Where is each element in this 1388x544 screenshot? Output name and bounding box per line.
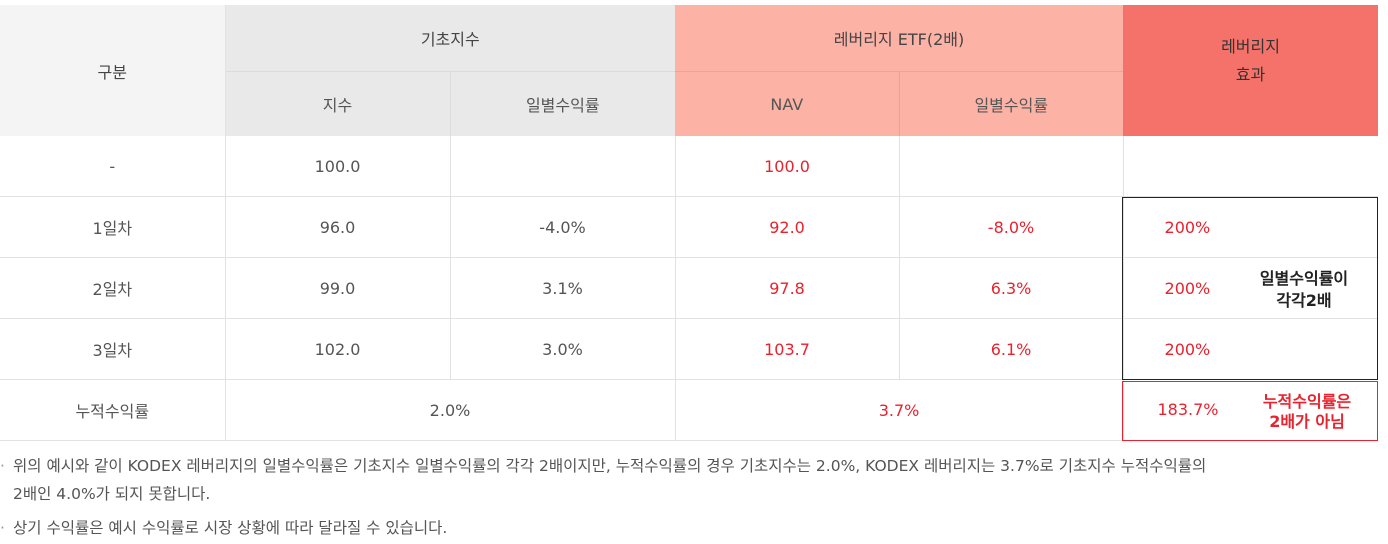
cumulative-etf: 3.7% — [675, 379, 1124, 441]
footnote-text-line1: 상기 수익률은 예시 수익률로 시장 상황에 따라 달라질 수 있습니다. — [13, 519, 448, 537]
header-index: 지수 — [225, 71, 451, 136]
header-row-1: 구분 기초지수 레버리지 ETF(2배) 레버리지 효과 — [0, 5, 1379, 136]
index-return — [450, 136, 676, 197]
bullet-icon: · — [0, 519, 5, 537]
row-label: 2일차 — [0, 257, 226, 319]
cumulative-effect-value: 183.7% — [1157, 400, 1219, 419]
effect-value: 200% — [1123, 257, 1379, 319]
header-base-daily-return: 일별수익률 — [450, 71, 676, 136]
table-row: - 100.0 100.0 — [0, 136, 1379, 197]
cumulative-label: 누적수익률 — [0, 379, 226, 441]
footnote-item: · 상기 수익률은 예시 수익률로 시장 상황에 따라 달라질 수 있습니다. — [0, 514, 1385, 542]
cumulative-effect-note-line1: 누적수익률은 — [1262, 392, 1352, 411]
daily-effect-note-line2: 각각2배 — [1276, 291, 1332, 310]
nav-value: 103.7 — [675, 318, 900, 380]
table-row: 1일차 96.0 -4.0% 92.0 -8.0% 200% — [0, 196, 1379, 258]
daily-effect-note: 일별수익률이 각각2배 — [1234, 268, 1374, 312]
footnote-text-line2: 2배인 4.0%가 되지 못합니다. — [13, 485, 211, 503]
nav-value: 97.8 — [675, 257, 900, 319]
header-gubun: 구분 — [0, 5, 226, 136]
row-label: 3일차 — [0, 318, 226, 380]
index-value: 100.0 — [225, 136, 451, 197]
bullet-icon: · — [0, 457, 5, 475]
header-base-index: 기초지수 — [225, 5, 676, 72]
table-row: 3일차 102.0 3.0% 103.7 6.1% 200% — [0, 318, 1379, 380]
index-return: 3.1% — [450, 257, 676, 319]
nav-value: 92.0 — [675, 196, 900, 258]
effect-value: 200% — [1123, 196, 1379, 258]
header-etf-daily-return: 일별수익률 — [899, 71, 1124, 136]
nav-return: 6.1% — [899, 318, 1124, 380]
cumulative-base: 2.0% — [225, 379, 676, 441]
cumulative-effect-note-line2: 2배가 아님 — [1269, 412, 1345, 431]
header-nav: NAV — [675, 71, 900, 136]
effect-value: 200% — [1123, 318, 1379, 380]
cumulative-row: 누적수익률 2.0% 3.7% — [0, 379, 1379, 441]
header-leverage-etf: 레버리지 ETF(2배) — [675, 5, 1124, 72]
index-return: -4.0% — [450, 196, 676, 258]
header-leverage-effect-line2: 효과 — [1235, 64, 1266, 84]
index-return: 3.0% — [450, 318, 676, 380]
header-row-2: 지수 일별수익률 NAV 일별수익률 — [0, 71, 1378, 136]
header-leverage-effect: 레버리지 효과 — [1123, 5, 1379, 136]
nav-value: 100.0 — [675, 136, 900, 197]
nav-return — [899, 136, 1124, 197]
index-value: 96.0 — [225, 196, 451, 258]
row-label: 1일차 — [0, 196, 226, 258]
nav-return: 6.3% — [899, 257, 1124, 319]
cumulative-effect-note: 누적수익률은 2배가 아님 — [1248, 392, 1366, 432]
footnotes: · 위의 예시와 같이 KODEX 레버리지의 일별수익률은 기초지수 일별수익… — [0, 452, 1385, 542]
daily-effect-note-line1: 일별수익률이 — [1259, 269, 1349, 288]
footnote-text-line1: 위의 예시와 같이 KODEX 레버리지의 일별수익률은 기초지수 일별수익률의… — [13, 457, 1207, 475]
header-leverage-effect-line1: 레버리지 — [1221, 36, 1280, 56]
index-value: 102.0 — [225, 318, 451, 380]
footnote-item: · 위의 예시와 같이 KODEX 레버리지의 일별수익률은 기초지수 일별수익… — [0, 452, 1385, 508]
table-row: 2일차 99.0 3.1% 97.8 6.3% 200% — [0, 257, 1379, 319]
effect-value — [1123, 136, 1379, 197]
leverage-table: 구분 기초지수 레버리지 ETF(2배) 레버리지 효과 지수 일별수익률 NA… — [0, 5, 1379, 441]
nav-return: -8.0% — [899, 196, 1124, 258]
row-label: - — [0, 136, 226, 197]
index-value: 99.0 — [225, 257, 451, 319]
